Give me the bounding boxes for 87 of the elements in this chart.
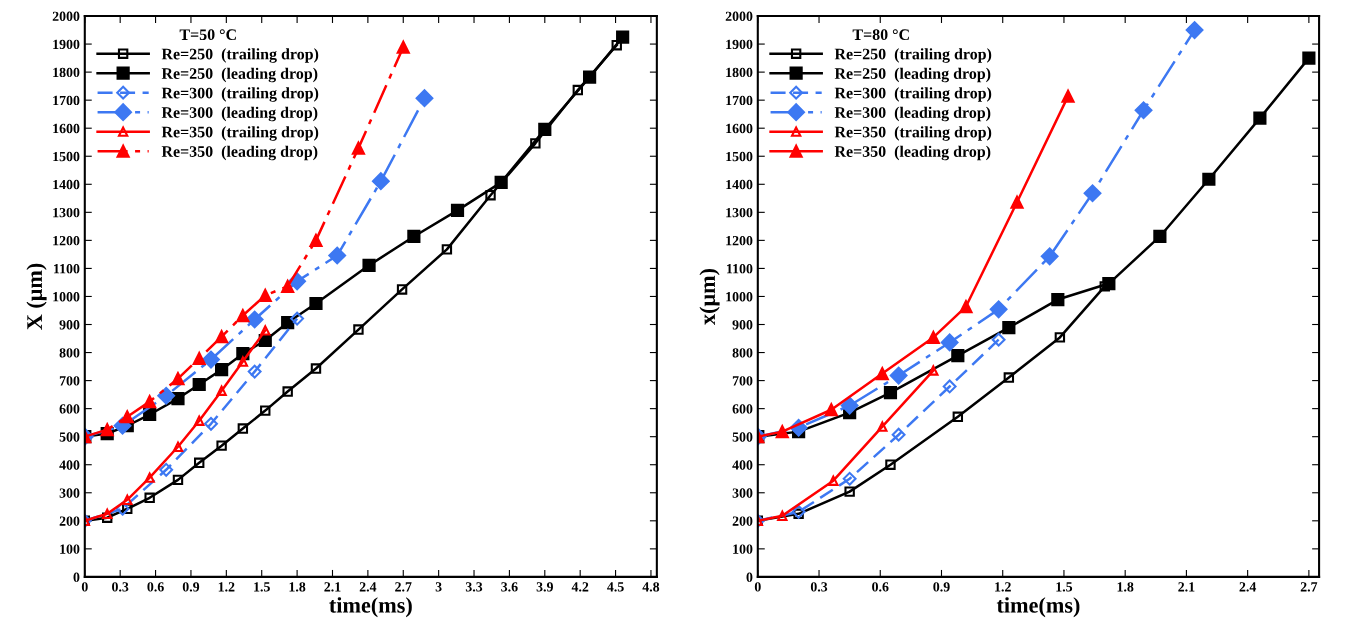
x-tick-label: 0.3 xyxy=(810,582,828,592)
x-tick-label: 3.6 xyxy=(501,582,518,592)
x-tick-label: 4.5 xyxy=(607,582,624,592)
y-tick-label: 1500 xyxy=(726,151,753,162)
y-tick-label: 1000 xyxy=(53,292,80,302)
x-tick-label: 2.4 xyxy=(359,582,377,592)
legend-label: Re=300 (trailing drop) xyxy=(161,87,319,102)
legend-label: Re=250 (trailing drop) xyxy=(161,48,319,63)
x-tick-label: 2.1 xyxy=(324,582,341,592)
y-tick-label: 1600 xyxy=(726,123,753,134)
y-tick-label: 1800 xyxy=(53,67,80,78)
y-tick-label: 1100 xyxy=(727,264,753,274)
y-tick-label: 2000 xyxy=(52,11,80,21)
y-tick-label: 1300 xyxy=(726,207,753,218)
x-tick-label: 0 xyxy=(81,582,88,592)
x-tick-label: 0.6 xyxy=(147,582,164,592)
legend-label: Re=300 (trailing drop) xyxy=(834,87,992,102)
x-axis-title: time(ms) xyxy=(996,597,1080,618)
y-tick-label: 400 xyxy=(59,460,80,470)
y-tick-label: 500 xyxy=(732,432,753,442)
x-tick-label: 2.1 xyxy=(1178,582,1195,592)
y-tick-label: 200 xyxy=(59,516,80,526)
y-tick-label: 100 xyxy=(733,544,753,554)
y-tick-label: 200 xyxy=(732,516,753,526)
y-tick-label: 600 xyxy=(732,404,753,414)
y-tick-label: 1200 xyxy=(726,235,753,246)
x-axis-title: time(ms) xyxy=(329,597,412,618)
y-tick-label: 0 xyxy=(746,572,753,582)
x-tick-label: 1.8 xyxy=(1117,582,1134,592)
y-tick-label: 600 xyxy=(59,404,80,414)
y-tick-label: 1400 xyxy=(726,179,753,190)
x-tick-label: 1.8 xyxy=(289,582,306,592)
x-tick-label: 0 xyxy=(754,582,761,592)
x-tick-label: 0.3 xyxy=(112,582,129,592)
y-tick-label: 1500 xyxy=(53,151,80,162)
y-tick-label: 1800 xyxy=(726,67,753,78)
x-tick-label: 3.9 xyxy=(536,582,553,592)
y-tick-label: 1600 xyxy=(53,123,80,134)
x-tick-label: 0.9 xyxy=(933,582,950,592)
x-tick-label: 2.7 xyxy=(1300,582,1318,592)
x-tick-label: 2.7 xyxy=(395,582,412,592)
y-tick-label: 400 xyxy=(732,460,753,470)
legend-label: Re=250 (trailing drop) xyxy=(834,48,992,63)
x-tick-label: 1.5 xyxy=(1056,582,1073,592)
y-tick-label: 1700 xyxy=(53,95,80,106)
y-axis-title: X (μm) xyxy=(26,263,47,330)
x-tick-label: 0.6 xyxy=(872,582,889,592)
legend-label: Re=350 (leading drop) xyxy=(161,145,318,161)
legend-label: Re=250 (leading drop) xyxy=(834,67,991,83)
legend-label: Re=300 (leading drop) xyxy=(161,106,318,122)
legend-title: T=80 °C xyxy=(852,29,909,41)
legend-label: Re=300 (leading drop) xyxy=(834,106,991,122)
legend-label: Re=350 (leading drop) xyxy=(834,145,991,161)
legend-label: Re=350 (trailing drop) xyxy=(161,126,319,141)
y-tick-label: 900 xyxy=(732,320,753,330)
y-tick-label: 0 xyxy=(73,572,80,582)
x-tick-label: 4.8 xyxy=(642,582,660,592)
y-tick-label: 1400 xyxy=(53,179,80,190)
y-tick-label: 1200 xyxy=(53,235,80,246)
y-tick-label: 1700 xyxy=(726,95,753,106)
x-tick-label: 4.2 xyxy=(571,582,589,592)
y-tick-label: 300 xyxy=(732,488,753,498)
y-tick-label: 900 xyxy=(59,320,80,330)
x-tick-label: 3.3 xyxy=(465,582,483,592)
y-tick-label: 500 xyxy=(59,432,80,442)
y-tick-label: 2000 xyxy=(725,11,753,21)
y-tick-label: 300 xyxy=(59,488,80,498)
x-tick-label: 1.2 xyxy=(218,582,235,592)
y-tick-label: 100 xyxy=(60,544,80,554)
legend-label: Re=350 (trailing drop) xyxy=(834,126,992,141)
y-axis-title: x(μm) xyxy=(699,268,720,325)
legend-label: Re=250 (leading drop) xyxy=(161,67,318,83)
y-tick-label: 700 xyxy=(732,376,753,386)
y-tick-label: 1900 xyxy=(53,39,80,50)
x-tick-label: 1.5 xyxy=(254,582,270,592)
y-tick-label: 1300 xyxy=(53,207,80,218)
x-tick-label: 2.4 xyxy=(1239,582,1257,592)
y-tick-label: 800 xyxy=(732,348,753,358)
x-tick-label: 3 xyxy=(435,582,442,592)
y-tick-label: 700 xyxy=(59,376,80,386)
x-tick-label: 0.9 xyxy=(182,582,200,592)
legend-title: T=50 °C xyxy=(179,29,236,41)
y-tick-label: 1100 xyxy=(54,264,80,274)
x-tick-label: 1.2 xyxy=(995,582,1011,592)
y-tick-label: 1900 xyxy=(726,39,753,50)
y-tick-label: 1000 xyxy=(726,292,753,302)
y-tick-label: 800 xyxy=(59,348,80,358)
